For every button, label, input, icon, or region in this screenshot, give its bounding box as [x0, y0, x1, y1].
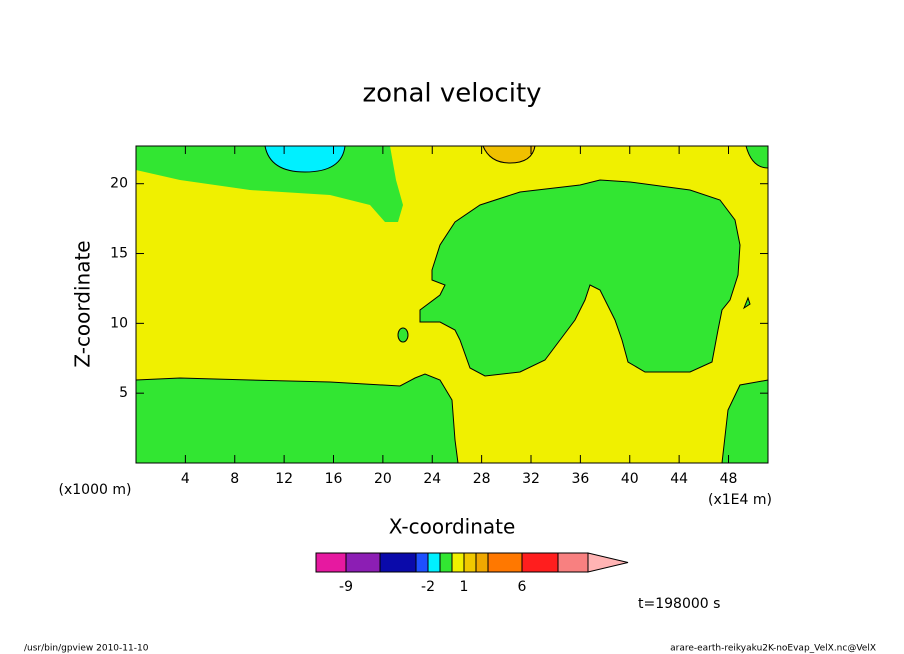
time-label: t=198000 s — [638, 596, 720, 612]
colorbar-box — [557, 552, 589, 573]
contour-fill — [397, 327, 409, 343]
x-tick-label: 4 — [181, 471, 190, 487]
colorbar-box — [439, 552, 453, 573]
contour-fill — [135, 373, 459, 464]
x-tick-label: 48 — [720, 471, 738, 487]
x-tick-label: 44 — [670, 471, 688, 487]
colorbar-box — [487, 552, 523, 573]
colorbar-box — [379, 552, 417, 573]
chart-title: zonal velocity — [362, 79, 541, 109]
y-axis-label: Z-coordinate — [71, 240, 95, 367]
colorbar-arrow — [587, 552, 629, 573]
footer-left: /usr/bin/gpview 2010-11-10 — [24, 644, 149, 654]
x-tick-label: 16 — [325, 471, 343, 487]
colorbar-box — [521, 552, 559, 573]
colorbar-tick-label: -9 — [339, 579, 353, 595]
contour-fill — [136, 146, 403, 222]
colorbar-box — [451, 552, 465, 573]
colorbar-tick-label: -2 — [421, 579, 435, 595]
x-tick-label: 8 — [230, 471, 239, 487]
y-tick-label: 10 — [110, 315, 128, 331]
x-tick-label: 28 — [473, 471, 491, 487]
contour-fill — [742, 296, 751, 310]
contour-fill — [264, 145, 346, 173]
y-tick-label: 15 — [110, 246, 128, 262]
contour-fill — [482, 145, 536, 164]
x-unit-right: (x1E4 m) — [708, 492, 772, 508]
y-tick-label: 20 — [110, 176, 128, 192]
x-tick-label: 20 — [374, 471, 392, 487]
x-tick-label: 24 — [423, 471, 441, 487]
plot-area — [135, 145, 769, 464]
colorbar-box — [315, 552, 347, 573]
plot-frame — [135, 145, 769, 464]
colorbar-box — [427, 552, 441, 573]
colorbar-box — [463, 552, 477, 573]
x-tick-label: 12 — [275, 471, 293, 487]
colorbar-box — [415, 552, 429, 573]
colorbar-box — [475, 552, 489, 573]
contour-fill — [419, 179, 741, 377]
colorbar-box — [345, 552, 381, 573]
y-tick-label: 5 — [119, 385, 128, 401]
footer-right: arare-earth-reikyaku2K-noEvap_VelX.nc@Ve… — [670, 644, 876, 654]
x-unit: (x1000 m) — [59, 482, 132, 498]
colorbar-tick-label: 1 — [460, 579, 469, 595]
x-tick-label: 40 — [621, 471, 639, 487]
x-tick-label: 36 — [571, 471, 589, 487]
colorbar-tick-label: 6 — [518, 579, 527, 595]
x-tick-label: 32 — [522, 471, 540, 487]
x-axis-label: X-coordinate — [389, 515, 516, 539]
